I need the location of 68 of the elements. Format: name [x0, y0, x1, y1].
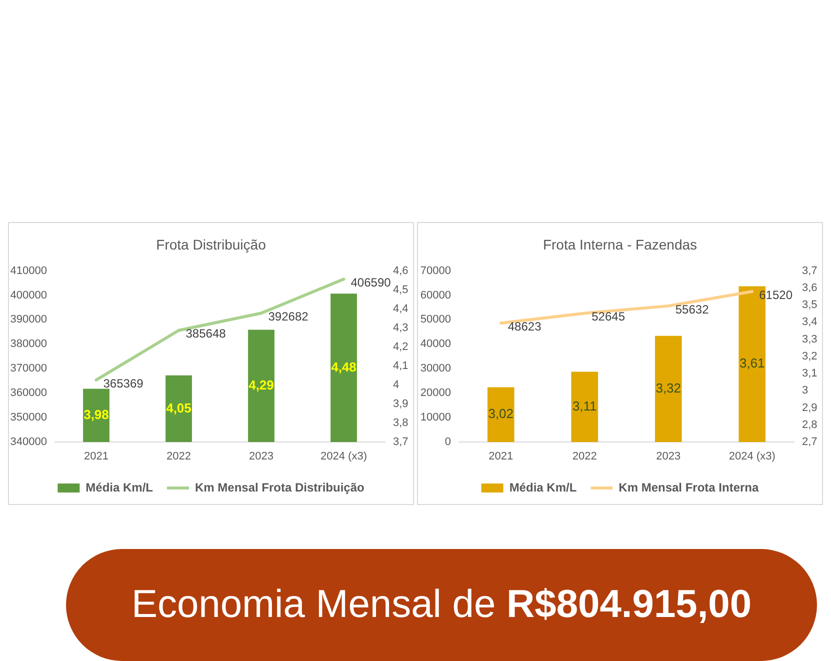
- y2-tick-label: 2,9: [802, 402, 818, 414]
- data-label: 4,48: [331, 359, 356, 374]
- y-tick-label: 360000: [10, 387, 47, 400]
- chart-title: Frota Interna - Fazendas: [542, 236, 698, 252]
- y-tick-label: 40000: [420, 338, 451, 350]
- x-tick-label: 2024 (x3): [320, 450, 367, 463]
- text: R$804.915,00: [505, 583, 752, 627]
- data-label: 365369: [103, 376, 144, 390]
- x-tick-label: 2022: [572, 450, 597, 463]
- data-label: 48623: [508, 319, 542, 334]
- x-tick-label: 2023: [656, 450, 681, 463]
- x-tick-label: 2021: [488, 450, 514, 463]
- legend-label: Média Km/L: [86, 480, 153, 494]
- y-tick-label: 60000: [420, 289, 451, 302]
- y-tick-label: 390000: [10, 314, 47, 326]
- chart-title: Frota Distribuição: [156, 236, 266, 252]
- y2-tick-label: 3,3: [802, 333, 818, 346]
- data-label: 3,32: [656, 380, 682, 396]
- y-tick-label: 30000: [420, 362, 451, 375]
- data-label: 406590: [350, 275, 392, 290]
- x-tick-label: 2023: [249, 450, 274, 463]
- y2-tick-label: 3,2: [802, 350, 818, 362]
- y-tick-label: 380000: [10, 338, 47, 350]
- y2-tick-label: 4,6: [393, 264, 408, 277]
- y2-tick-label: 4: [393, 378, 400, 391]
- y2-tick-label: 3,6: [802, 282, 818, 294]
- y2-tick-label: 2,8: [802, 418, 818, 431]
- legend-label: Média Km/L: [509, 480, 577, 494]
- y-tick-label: 340000: [10, 436, 47, 448]
- y2-tick-label: 3,4: [802, 316, 818, 328]
- y2-tick-label: 3: [802, 384, 808, 397]
- data-label: 392682: [268, 309, 309, 324]
- y-tick-label: 410000: [10, 264, 47, 277]
- y-tick-label: 10000: [420, 412, 451, 424]
- y2-tick-label: 4,3: [393, 322, 408, 334]
- y2-tick-label: 4,1: [393, 360, 408, 372]
- y2-tick-label: 4,5: [393, 284, 408, 296]
- y2-tick-label: 4,4: [393, 302, 408, 315]
- y2-tick-label: 3,7: [802, 264, 818, 277]
- x-tick-label: 2021: [84, 450, 108, 463]
- data-label: 4,05: [166, 400, 192, 416]
- y-tick-label: 50000: [420, 314, 451, 326]
- y2-tick-label: 2,7: [802, 436, 818, 448]
- y-tick-label: 350000: [10, 412, 47, 424]
- data-label: 55632: [675, 302, 710, 316]
- legend-label: Km Mensal Frota Distribuição: [194, 480, 364, 494]
- data-label: 3,98: [84, 406, 109, 422]
- y2-tick-label: 3,5: [802, 299, 818, 312]
- data-label: 4,29: [248, 377, 274, 392]
- data-label: 3,11: [572, 398, 597, 414]
- y-tick-label: 370000: [10, 362, 47, 375]
- y-tick-label: 0: [444, 436, 451, 448]
- data-label: 385648: [186, 326, 226, 341]
- x-tick-label: 2022: [166, 450, 191, 463]
- data-label: 52645: [592, 310, 626, 324]
- y-tick-label: 20000: [420, 387, 451, 400]
- data-label: 3,61: [739, 356, 765, 371]
- y2-tick-label: 3,9: [393, 398, 408, 410]
- y-tick-label: 400000: [10, 289, 47, 302]
- y2-tick-label: 3,1: [802, 368, 818, 380]
- text: Economia Mensal de: [131, 583, 496, 627]
- y2-tick-label: 3,7: [393, 436, 408, 448]
- legend-label: Km Mensal Frota Interna: [618, 480, 760, 494]
- x-tick-label: 2024 (x3): [728, 450, 776, 463]
- data-label: 3,02: [488, 406, 514, 422]
- y2-tick-label: 3,8: [393, 417, 408, 430]
- y-tick-label: 70000: [420, 264, 451, 277]
- y2-tick-label: 4,2: [393, 340, 408, 353]
